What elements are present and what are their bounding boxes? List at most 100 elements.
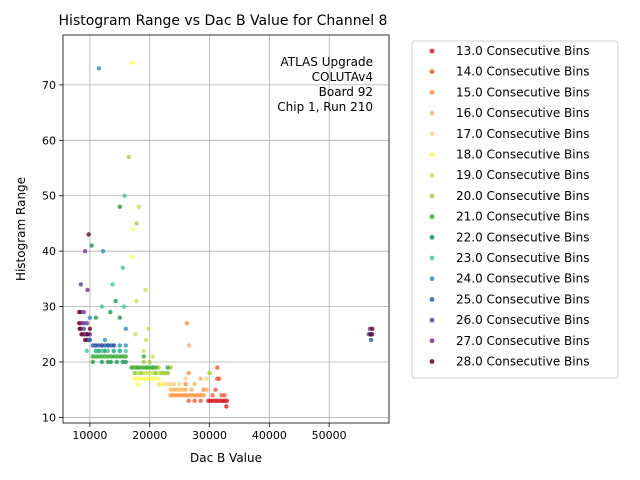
legend-marker: [429, 172, 435, 178]
legend-frame: [411, 40, 619, 379]
data-point: [85, 332, 90, 337]
legend-entry: 21.0 Consecutive Bins: [456, 210, 589, 224]
data-point: [123, 326, 128, 331]
data-point: [123, 348, 128, 354]
legend-marker: [429, 193, 435, 199]
data-point: [99, 359, 105, 365]
data-point: [117, 204, 123, 209]
data-point: [368, 337, 374, 343]
data-point: [130, 226, 136, 232]
data-point: [85, 287, 90, 293]
scatter-points: [77, 60, 375, 409]
data-point: [150, 354, 155, 359]
y-tick-label: 70: [42, 79, 56, 92]
data-point: [132, 370, 137, 376]
data-point: [222, 393, 227, 398]
legend-entry: 28.0 Consecutive Bins: [456, 355, 589, 369]
data-point: [99, 304, 105, 309]
grid: [63, 35, 389, 423]
data-point: [141, 354, 146, 359]
data-point: [156, 376, 161, 381]
legend-marker: [429, 276, 435, 282]
x-tick-label: 40000: [252, 429, 287, 442]
data-point: [89, 243, 94, 248]
legend-entry: 16.0 Consecutive Bins: [456, 106, 589, 120]
data-point: [81, 326, 87, 331]
legend-entry: 14.0 Consecutive Bins: [456, 65, 589, 79]
x-tick-label: 50000: [312, 429, 347, 442]
data-point: [183, 387, 188, 392]
data-point: [224, 404, 229, 409]
data-point: [123, 343, 128, 348]
data-point: [129, 60, 134, 65]
data-point: [370, 326, 375, 331]
data-point: [129, 254, 134, 259]
data-point: [82, 337, 88, 343]
data-point: [123, 359, 128, 365]
legend-entry: 25.0 Consecutive Bins: [456, 292, 589, 306]
legend-entry: 15.0 Consecutive Bins: [456, 85, 589, 99]
data-point: [84, 321, 90, 326]
data-point: [113, 298, 118, 304]
data-point: [111, 343, 117, 348]
data-point: [204, 376, 209, 381]
data-point: [204, 387, 209, 392]
data-point: [184, 321, 189, 326]
data-point: [153, 365, 158, 370]
data-point: [96, 66, 102, 71]
legend: 13.0 Consecutive Bins 14.0 Consecutive Bi…: [411, 40, 619, 379]
data-point: [183, 382, 188, 387]
data-point: [77, 321, 82, 326]
data-point: [114, 359, 120, 365]
plot-frame: [62, 34, 390, 424]
data-point: [135, 382, 140, 387]
data-point: [136, 204, 142, 209]
data-point: [105, 348, 111, 354]
legend-entry: 19.0 Consecutive Bins: [456, 168, 589, 182]
data-point: [143, 287, 148, 293]
data-point: [120, 265, 126, 270]
data-point: [121, 304, 127, 309]
data-point: [159, 382, 164, 387]
data-point: [123, 354, 128, 359]
data-point: [171, 382, 176, 387]
legend-marker: [429, 131, 435, 137]
data-point: [117, 315, 123, 320]
x-tick-label: 30000: [192, 429, 227, 442]
data-point: [147, 359, 152, 365]
data-point: [198, 398, 203, 403]
data-point: [79, 332, 84, 337]
data-point: [78, 282, 84, 287]
legend-marker: [429, 234, 435, 240]
annotation-line-4: Chip 1, Run 210: [277, 100, 373, 114]
legend-marker: [429, 359, 435, 364]
chart-title: Histogram Range vs Dac B Value for Chann…: [59, 13, 388, 29]
data-point: [215, 365, 220, 370]
y-tick-label: 30: [42, 301, 56, 314]
y-axis-label: Histogram Range: [14, 177, 28, 281]
data-point: [165, 365, 170, 370]
x-tick-label: 10000: [72, 429, 107, 442]
data-point: [216, 376, 222, 381]
x-axis-label: Dac B Value: [190, 451, 262, 465]
x-tick-label: 20000: [132, 429, 167, 442]
annotation: ATLAS Upgrade COLUTAv4 Board 92 Chip 1, …: [277, 55, 373, 114]
legend-marker: [429, 69, 435, 75]
data-point: [186, 370, 191, 376]
data-point: [177, 382, 182, 387]
data-point: [143, 337, 149, 343]
legend-entry: 26.0 Consecutive Bins: [456, 313, 589, 327]
data-point: [87, 326, 93, 331]
data-point: [210, 393, 215, 398]
legend-entry: 23.0 Consecutive Bins: [456, 251, 589, 265]
data-point: [198, 376, 203, 381]
data-point: [82, 249, 88, 254]
data-point: [165, 370, 170, 376]
data-point: [224, 398, 230, 403]
data-point: [134, 298, 139, 304]
data-point: [141, 348, 146, 354]
data-point: [187, 343, 192, 348]
legend-marker: [429, 110, 435, 116]
y-tick-label: 10: [42, 411, 56, 424]
